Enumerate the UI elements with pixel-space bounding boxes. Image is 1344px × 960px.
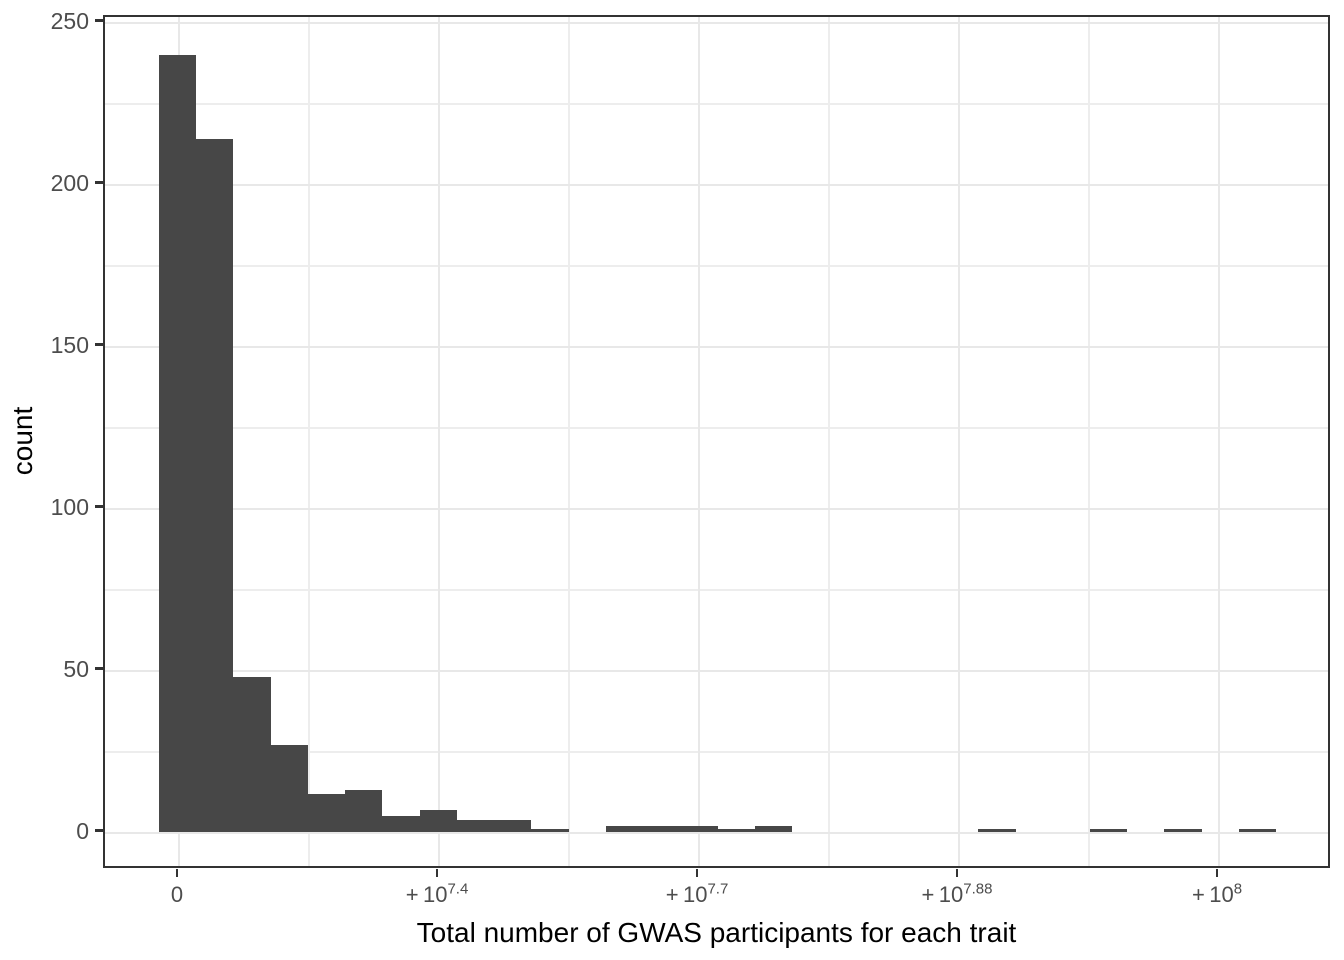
x-axis-title: Total number of GWAS participants for ea… <box>416 917 1017 948</box>
x-minor-gridline <box>1088 17 1090 866</box>
x-tick-mark <box>175 869 179 877</box>
x-minor-gridline <box>568 17 570 866</box>
x-tick-exponent: 8 <box>1233 880 1243 898</box>
histogram-bar <box>1164 829 1202 833</box>
histogram-bar <box>606 826 643 833</box>
histogram-bar <box>1239 829 1276 833</box>
y-major-gridline <box>105 345 1328 348</box>
histogram-bar <box>196 139 233 833</box>
histogram-bar <box>718 829 755 833</box>
y-tick-label: 50 <box>63 655 89 682</box>
x-tick-label: + 107.7 <box>612 882 782 908</box>
y-minor-gridline <box>105 102 1328 105</box>
y-major-gridline <box>105 507 1328 510</box>
y-major-gridline <box>105 183 1328 186</box>
x-tick-label: 0 <box>92 882 262 908</box>
x-major-gridline <box>438 17 440 866</box>
x-major-gridline <box>698 17 700 866</box>
y-tick-mark <box>95 829 103 832</box>
y-tick-label: 250 <box>50 7 89 34</box>
y-tick-mark <box>95 505 103 508</box>
y-tick-mark <box>95 667 103 670</box>
x-tick-label: + 107.4 <box>352 882 522 908</box>
y-major-gridline <box>105 831 1328 834</box>
y-tick-label: 0 <box>76 817 89 844</box>
histogram-bar <box>643 826 680 833</box>
histogram-bar <box>978 829 1016 833</box>
histogram-bar <box>531 829 569 833</box>
histogram-bar <box>1090 829 1127 833</box>
y-minor-gridline <box>105 588 1328 591</box>
x-tick-label: + 107.88 <box>872 882 1042 908</box>
x-tick-base: + 10 <box>665 882 708 907</box>
y-tick-mark <box>95 181 103 184</box>
histogram-bar <box>271 745 308 833</box>
histogram-bar <box>680 826 718 833</box>
y-tick-label: 100 <box>50 493 89 520</box>
y-minor-gridline <box>105 264 1328 267</box>
histogram-bar <box>382 816 420 833</box>
x-tick-base: + 10 <box>1191 882 1234 907</box>
y-minor-gridline <box>105 426 1328 429</box>
x-tick-exponent: 7.7 <box>707 880 729 898</box>
x-tick-base: 0 <box>170 882 184 907</box>
histogram-bar <box>159 54 196 833</box>
x-tick-mark <box>1215 869 1219 877</box>
x-minor-gridline <box>828 17 830 866</box>
x-tick-exponent: 7.88 <box>963 880 993 898</box>
x-tick-base: + 10 <box>921 882 964 907</box>
x-tick-label: + 108 <box>1132 882 1302 908</box>
x-major-gridline <box>958 17 960 866</box>
y-major-gridline <box>105 669 1328 672</box>
x-minor-gridline <box>308 17 310 866</box>
x-major-gridline <box>1218 17 1220 866</box>
plot-panel <box>103 15 1330 868</box>
histogram-bar <box>420 809 457 833</box>
histogram-bar <box>755 826 792 833</box>
histogram-bar <box>494 819 531 833</box>
y-tick-mark <box>95 19 103 22</box>
y-minor-gridline <box>105 750 1328 753</box>
x-tick-mark <box>955 869 959 877</box>
y-tick-mark <box>95 343 103 346</box>
y-tick-label: 200 <box>50 169 89 196</box>
y-axis-title: count <box>7 406 38 476</box>
histogram-bar <box>457 819 494 833</box>
y-tick-label: 150 <box>50 331 89 358</box>
x-tick-mark <box>435 869 439 877</box>
x-tick-base: + 10 <box>405 882 448 907</box>
y-major-gridline <box>105 21 1328 24</box>
x-tick-mark <box>695 869 699 877</box>
x-tick-exponent: 7.4 <box>447 880 469 898</box>
histogram-bar <box>308 793 345 833</box>
histogram-bar <box>345 790 382 833</box>
histogram-bar <box>233 676 271 833</box>
